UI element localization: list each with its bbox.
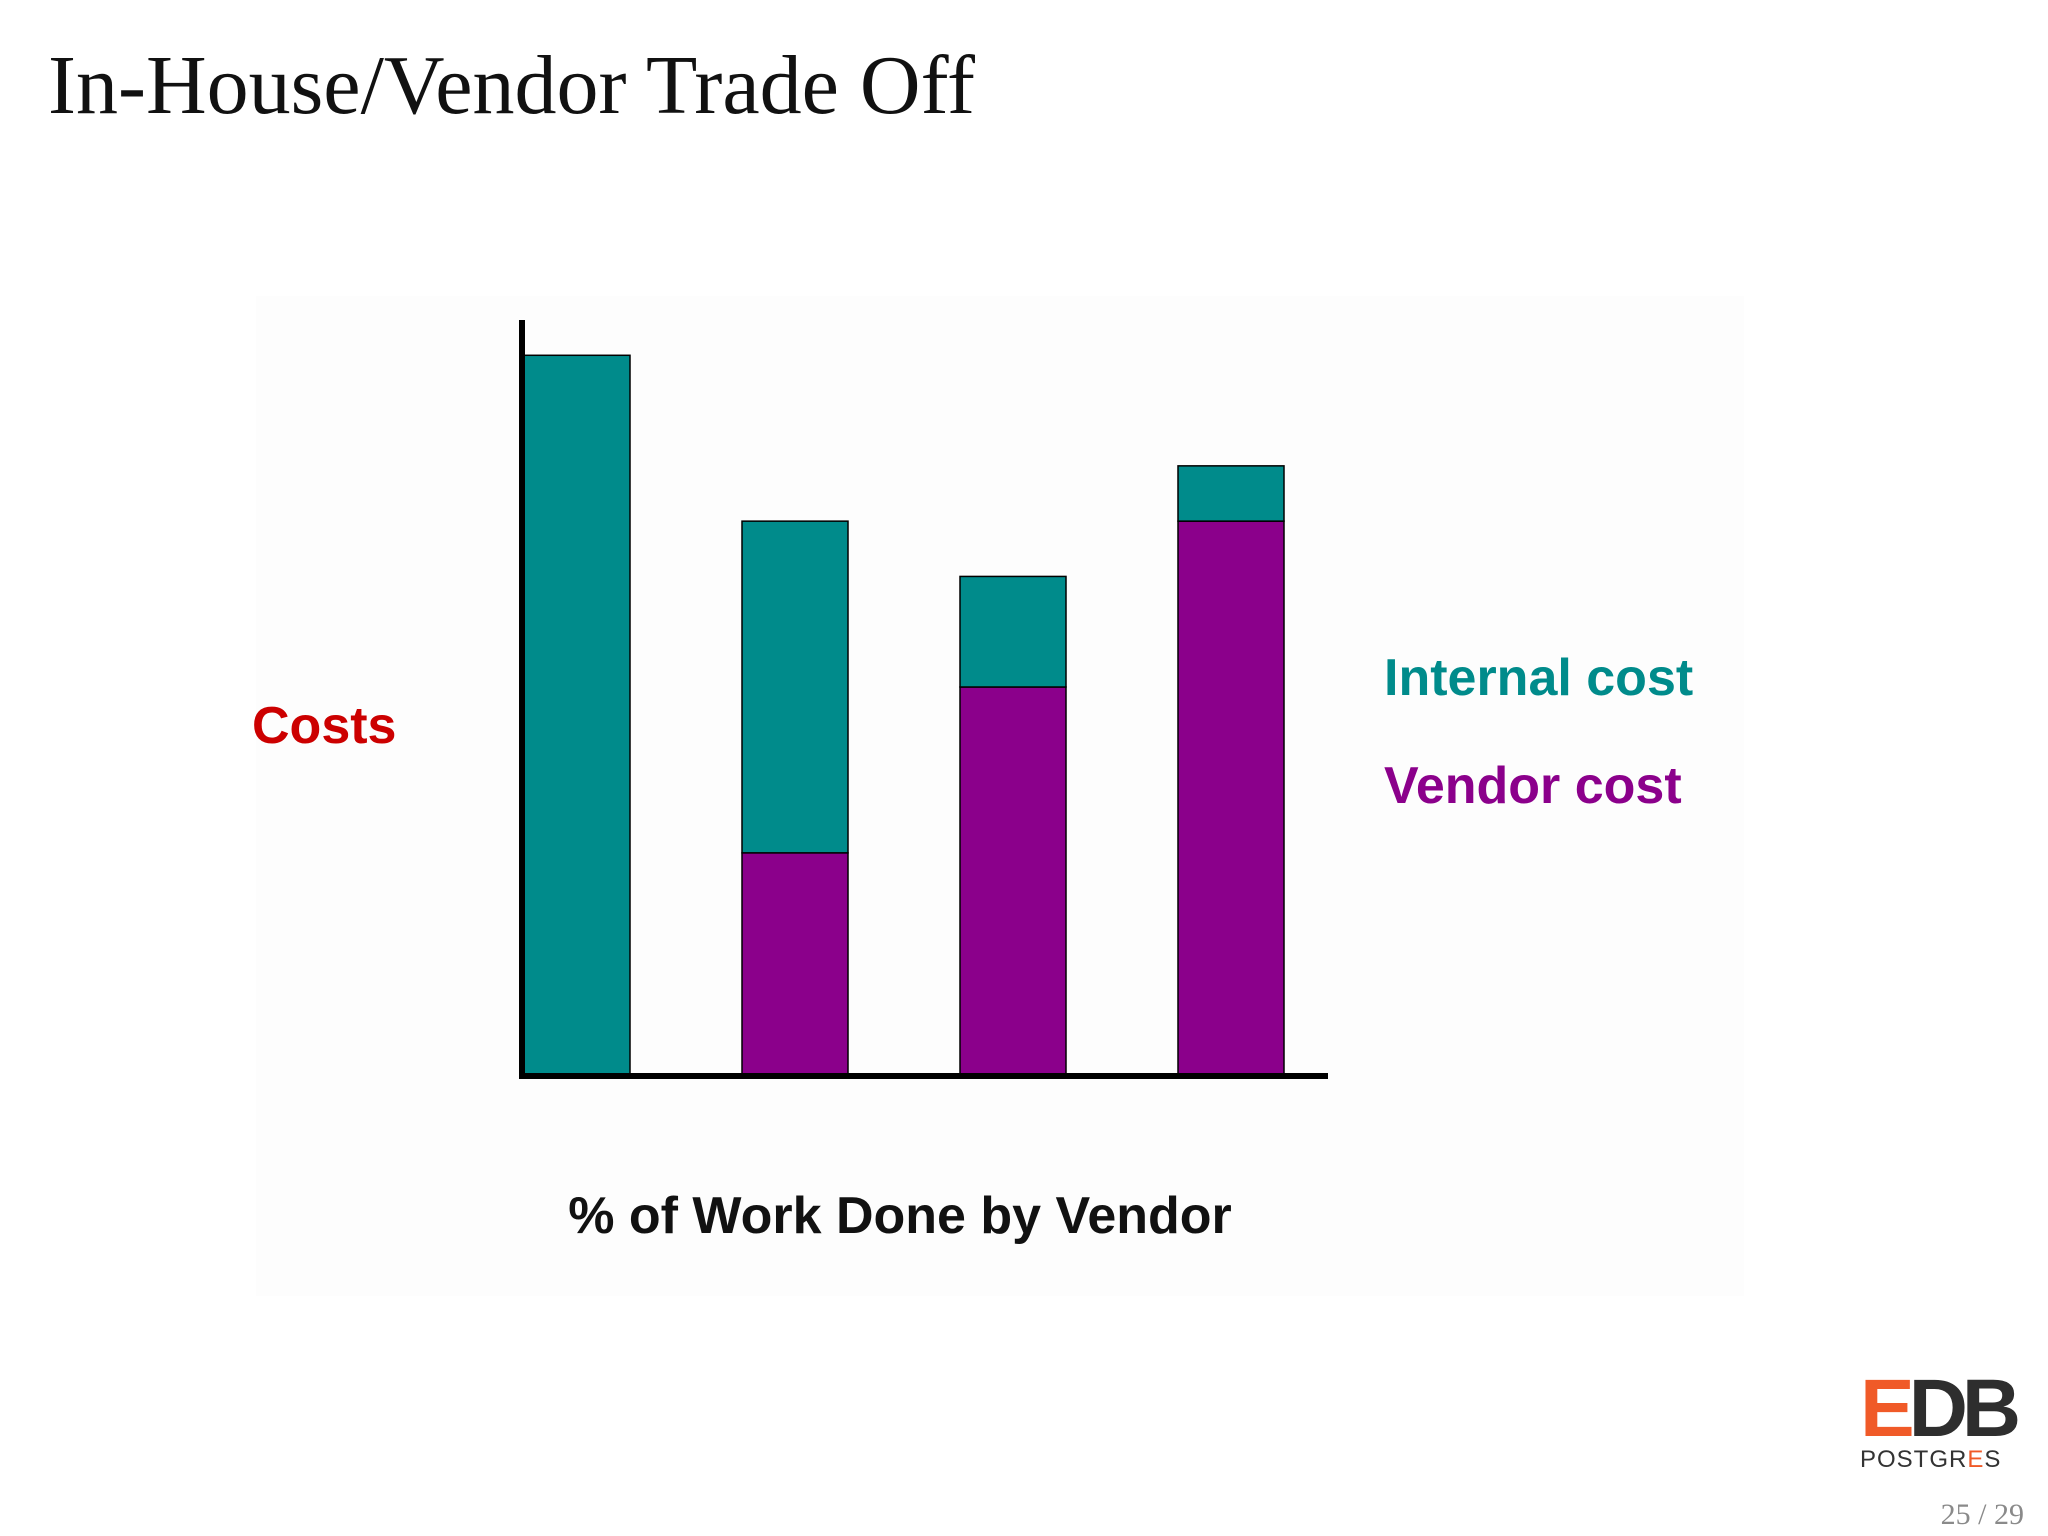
bar-2-internal-cost xyxy=(741,520,849,854)
bar-3-internal-cost xyxy=(959,575,1067,688)
logo-subtitle: POSTGRES xyxy=(1860,1445,2002,1473)
bar-2-vendor-cost xyxy=(741,852,849,1075)
x-axis-label: % of Work Done by Vendor xyxy=(568,1187,1232,1245)
bar-4-internal-cost xyxy=(1177,465,1285,522)
edb-postgres-logo: EDB POSTGRES xyxy=(1860,1363,2021,1473)
bars-layer xyxy=(523,354,1285,1075)
y-axis-label: Costs xyxy=(252,697,397,755)
bar-3-vendor-cost xyxy=(959,686,1067,1075)
bar-1-internal-cost xyxy=(523,354,631,1075)
slide-title: In-House/Vendor Trade Off xyxy=(48,39,975,132)
legend-vendor-cost: Vendor cost xyxy=(1384,757,1682,815)
legend-internal-cost: Internal cost xyxy=(1384,649,1694,707)
bar-4-vendor-cost xyxy=(1177,520,1285,1075)
logo-mark: EDB xyxy=(1860,1363,2021,1454)
page-number: 25 / 29 xyxy=(1940,1498,2024,1531)
